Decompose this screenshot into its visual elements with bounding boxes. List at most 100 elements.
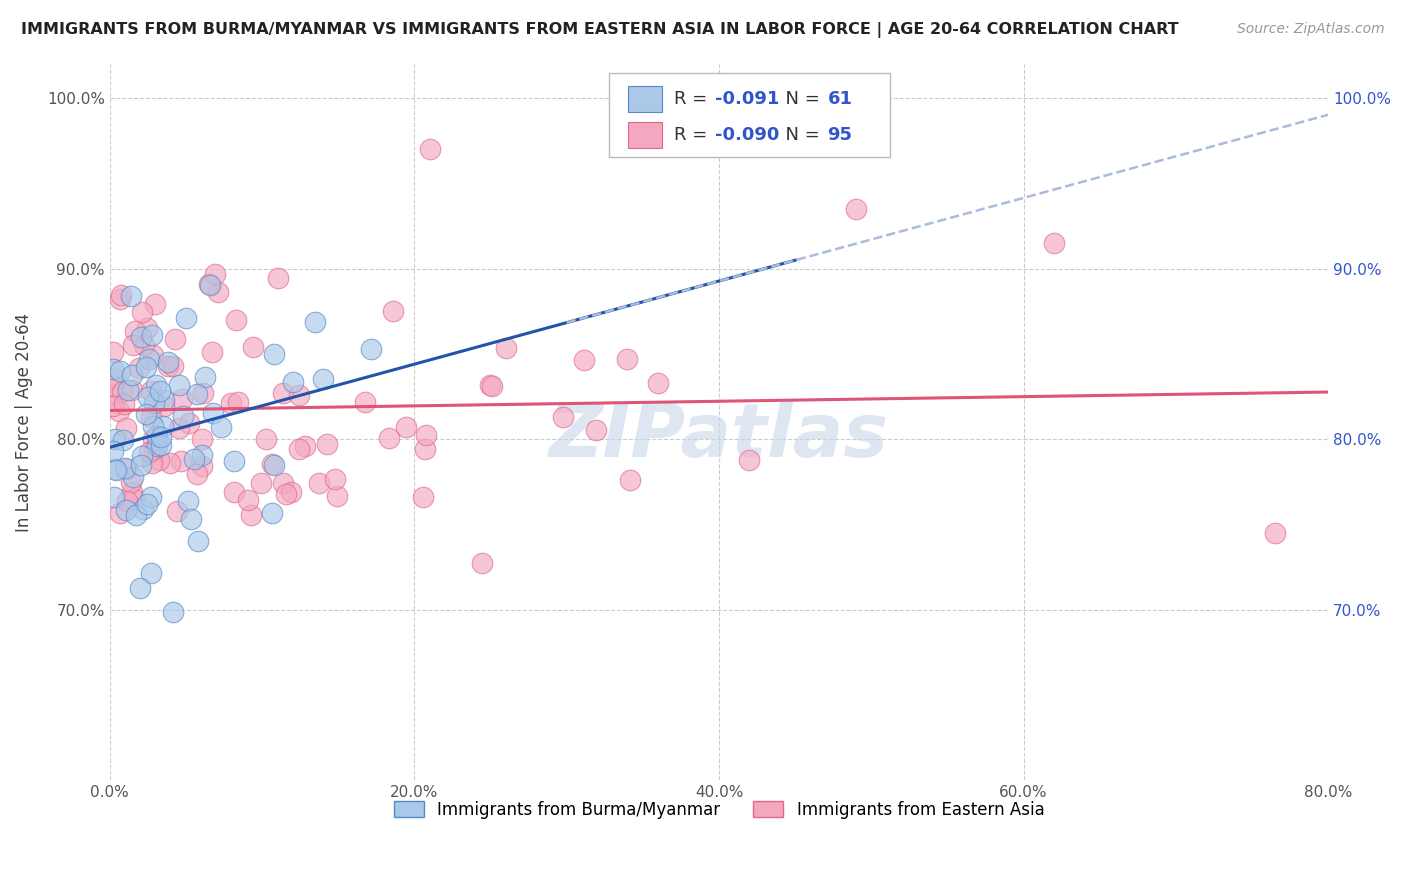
Point [377, 431, 399, 445]
Point [142, 349, 165, 363]
Point [572, 353, 595, 368]
Point [138, 352, 160, 367]
Point [111, 385, 134, 400]
Point [110, 506, 132, 520]
Point [254, 432, 277, 446]
Point [553, 410, 575, 425]
Point [180, 512, 202, 526]
Point [135, 360, 157, 375]
Point [149, 438, 172, 452]
Point [471, 557, 494, 571]
Point [174, 310, 197, 325]
Point [194, 370, 217, 384]
Point [136, 497, 159, 511]
Point [273, 386, 295, 401]
Point [142, 418, 165, 433]
FancyBboxPatch shape [627, 122, 662, 148]
Text: ZIPatlas: ZIPatlas [548, 400, 889, 473]
Text: Source: ZipAtlas.com: Source: ZipAtlas.com [1237, 22, 1385, 37]
Point [250, 475, 273, 490]
Point [104, 432, 127, 446]
Point [156, 355, 179, 369]
Point [226, 395, 249, 409]
Point [108, 292, 131, 306]
Point [142, 432, 165, 446]
Point [131, 305, 153, 319]
Point [304, 315, 326, 329]
Point [143, 442, 166, 456]
Point [101, 399, 124, 413]
Text: -0.091: -0.091 [716, 90, 780, 108]
Point [114, 461, 136, 475]
Point [117, 494, 139, 508]
Point [222, 485, 245, 500]
Point [146, 429, 169, 443]
FancyBboxPatch shape [609, 72, 890, 157]
Point [191, 386, 214, 401]
Point [263, 458, 285, 472]
Point [201, 344, 224, 359]
Point [124, 324, 146, 338]
Point [124, 508, 146, 523]
Point [146, 439, 169, 453]
Point [395, 420, 418, 434]
Point [276, 487, 298, 501]
Y-axis label: In Labor Force | Age 20-64: In Labor Force | Age 20-64 [15, 312, 32, 532]
Point [152, 399, 174, 413]
Point [738, 453, 761, 467]
Point [153, 393, 176, 408]
Point [122, 491, 145, 506]
Point [167, 378, 190, 392]
Point [121, 384, 143, 398]
Point [183, 452, 205, 467]
Point [619, 473, 641, 487]
Point [198, 278, 221, 293]
Point [382, 303, 405, 318]
Point [204, 267, 226, 281]
Point [263, 347, 285, 361]
Point [139, 384, 162, 398]
Point [131, 502, 153, 516]
Point [280, 484, 302, 499]
Point [162, 605, 184, 619]
Point [209, 419, 232, 434]
Point [479, 377, 502, 392]
Point [129, 330, 152, 344]
Point [170, 454, 193, 468]
Point [316, 437, 339, 451]
Point [187, 533, 209, 548]
Point [120, 289, 142, 303]
Point [413, 442, 436, 456]
Point [262, 457, 284, 471]
Legend: Immigrants from Burma/Myanmar, Immigrants from Eastern Asia: Immigrants from Burma/Myanmar, Immigrant… [387, 795, 1052, 826]
Point [240, 508, 263, 522]
Point [186, 467, 208, 481]
Point [224, 454, 246, 468]
Point [415, 428, 437, 442]
Point [412, 490, 434, 504]
Point [1264, 526, 1286, 541]
Point [495, 342, 517, 356]
Point [117, 383, 139, 397]
Point [104, 386, 127, 401]
Point [145, 378, 167, 392]
Point [128, 581, 150, 595]
Point [647, 376, 669, 390]
Point [112, 396, 135, 410]
Point [115, 503, 138, 517]
Point [262, 506, 284, 520]
Point [135, 408, 157, 422]
Point [139, 490, 162, 504]
Point [419, 142, 441, 156]
Point [172, 392, 194, 406]
Point [271, 475, 294, 490]
Text: 61: 61 [827, 90, 852, 108]
Point [326, 489, 349, 503]
Point [112, 433, 135, 447]
Point [104, 371, 127, 385]
Point [108, 404, 131, 418]
Point [139, 566, 162, 580]
Point [616, 351, 638, 366]
Point [105, 463, 128, 477]
Text: IMMIGRANTS FROM BURMA/MYANMAR VS IMMIGRANTS FROM EASTERN ASIA IN LABOR FORCE | A: IMMIGRANTS FROM BURMA/MYANMAR VS IMMIGRA… [21, 22, 1178, 38]
